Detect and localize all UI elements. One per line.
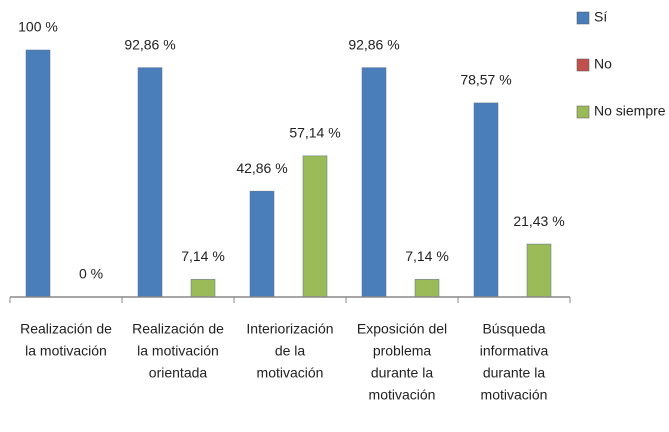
bar <box>190 279 216 298</box>
x-tick-label: motivación <box>369 387 436 403</box>
value-label: 100 % <box>18 19 58 35</box>
legend-label: No siempre <box>594 103 666 119</box>
x-tick-label: informativa <box>480 343 549 359</box>
legend-swatch <box>576 11 590 25</box>
value-label: 42,86 % <box>236 160 287 176</box>
x-tick-label: durante la <box>483 365 545 381</box>
bar <box>25 49 51 298</box>
legend-label: No <box>594 56 612 72</box>
legend-swatch <box>576 58 590 72</box>
x-tick-label: la motivación <box>137 343 219 359</box>
x-tick-label: Realización de <box>20 321 112 337</box>
x-tick-label: la motivación <box>25 343 107 359</box>
bar <box>526 243 552 298</box>
value-label: 78,57 % <box>460 72 511 88</box>
bar <box>473 102 499 298</box>
legend-label: Sí <box>594 9 607 25</box>
bar <box>302 155 328 298</box>
x-tick-label: durante la <box>371 365 433 381</box>
value-label: 92,86 % <box>124 36 175 52</box>
x-tick-label: motivación <box>481 387 548 403</box>
x-tick-label: problema <box>373 343 432 359</box>
bar <box>249 190 275 298</box>
x-tick-label: Búsqueda <box>482 321 545 337</box>
x-tick-label: Interiorización <box>246 321 333 337</box>
bar <box>414 279 440 298</box>
x-tick-label: motivación <box>257 365 324 381</box>
value-label: 0 % <box>79 266 103 282</box>
value-label: 21,43 % <box>513 213 564 229</box>
bar <box>361 67 387 298</box>
value-label: 7,14 % <box>181 248 225 264</box>
bar <box>137 67 163 298</box>
value-label: 7,14 % <box>405 248 449 264</box>
x-tick-label: orientada <box>149 365 208 381</box>
legend-swatch <box>576 105 590 119</box>
value-label: 92,86 % <box>348 36 399 52</box>
x-tick-label: Exposición del <box>357 321 447 337</box>
value-label: 57,14 % <box>289 125 340 141</box>
x-tick-label: de la <box>275 343 306 359</box>
x-tick-label: Realización de <box>132 321 224 337</box>
